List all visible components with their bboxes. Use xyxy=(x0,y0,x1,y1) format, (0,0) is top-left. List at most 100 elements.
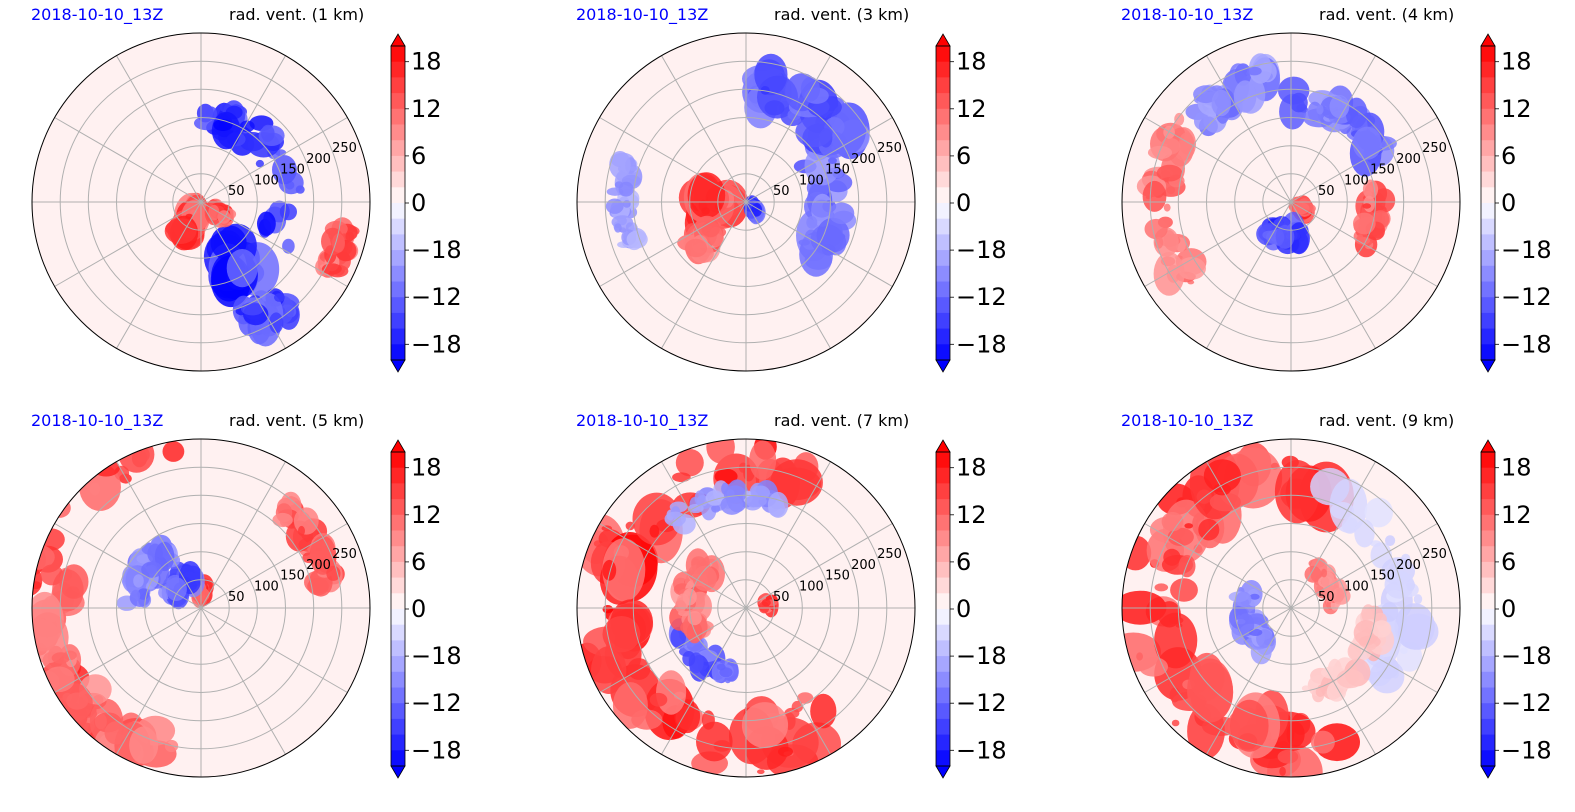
colorbar-segment xyxy=(1481,124,1495,141)
polar-grid xyxy=(1122,33,1460,371)
field xyxy=(32,33,370,371)
field-patch xyxy=(274,293,285,302)
field-patch xyxy=(672,472,691,482)
polar-frame xyxy=(31,438,371,778)
radial-tick-label: 200 xyxy=(306,152,331,167)
field-patch xyxy=(605,198,624,214)
colorbar-extend-min xyxy=(390,765,406,779)
colorbar-segment xyxy=(936,218,950,235)
field-patch xyxy=(1354,519,1375,548)
field-patch xyxy=(602,616,641,653)
field-patch xyxy=(745,495,767,508)
field-patch xyxy=(1147,145,1173,160)
radial-tick-label: 200 xyxy=(306,558,331,573)
colorbar-tick-label: 12 xyxy=(956,95,987,123)
field-patch xyxy=(618,181,634,197)
panel-date-label: 2018-10-10_13Z xyxy=(31,5,164,24)
field-patch xyxy=(687,503,704,514)
angular-grid-line xyxy=(661,55,747,203)
field-patch xyxy=(1326,681,1347,702)
colorbar-segment xyxy=(1481,750,1495,767)
panel-date-label: 2018-10-10_13Z xyxy=(576,5,709,24)
colorbar-tick-label: −12 xyxy=(1501,689,1552,717)
field-patch xyxy=(687,172,726,219)
angular-grid-line xyxy=(200,117,348,203)
field-patch xyxy=(1235,591,1252,607)
colorbar-segment xyxy=(936,750,950,767)
field-patch xyxy=(816,217,850,253)
colorbar-segment xyxy=(391,61,405,78)
colorbar-segment xyxy=(391,483,405,500)
angular-grid-line xyxy=(116,607,202,755)
colorbar-segment xyxy=(936,140,950,157)
field-patch xyxy=(185,213,193,219)
field-patch xyxy=(261,124,275,142)
polar-grid xyxy=(32,439,370,777)
panel-4: 2018-10-10_13Z rad. vent. (5 km) 50 100 15… xyxy=(0,412,545,812)
field-patch xyxy=(40,564,64,586)
radial-tick-label: 250 xyxy=(332,141,357,156)
radial-tick-label: 100 xyxy=(254,579,279,594)
colorbar-segment xyxy=(391,218,405,235)
field-patch xyxy=(1274,460,1320,524)
field-patch xyxy=(1237,608,1247,615)
colorbar-segment xyxy=(936,265,950,282)
polar-frame xyxy=(1121,32,1461,372)
radial-tick-label: 250 xyxy=(1422,547,1447,562)
colorbar-segment xyxy=(391,187,405,204)
radial-tick-label: 100 xyxy=(254,173,279,188)
colorbar-tick-label: 12 xyxy=(411,95,442,123)
panel-date-label: 2018-10-10_13Z xyxy=(576,411,709,430)
colorbar-segment xyxy=(1481,656,1495,673)
colorbar-tick-label: −18 xyxy=(956,642,1007,670)
colorbar-segment xyxy=(391,609,405,626)
colorbar-segment xyxy=(936,656,950,673)
field-patch xyxy=(1310,730,1335,754)
field-patch xyxy=(711,505,721,513)
colorbar-segment xyxy=(391,203,405,220)
colorbar-segment xyxy=(391,250,405,267)
field-patch xyxy=(133,574,144,588)
colorbar-segment xyxy=(391,344,405,361)
colorbar: 18 12 6 0 −18 −12 −18 xyxy=(390,33,462,373)
colorbar-segment xyxy=(1481,561,1495,578)
radial-tick-label: 100 xyxy=(1344,579,1369,594)
panel-5: 2018-10-10_13Z rad. vent. (7 km) 50 100 15… xyxy=(545,412,1090,812)
field-patch xyxy=(795,116,833,148)
colorbar-segment xyxy=(1481,265,1495,282)
field-patch xyxy=(1310,467,1350,506)
colorbar-segment xyxy=(1481,46,1495,63)
field-patch xyxy=(1373,188,1396,213)
colorbar-tick-label: −18 xyxy=(1501,736,1552,764)
field-patch xyxy=(269,312,284,334)
angular-grid-line xyxy=(200,523,348,609)
colorbar-segment xyxy=(936,546,950,563)
field-patch xyxy=(1144,218,1168,240)
colorbar: 18 12 6 0 −18 −12 −18 xyxy=(935,439,1007,779)
field-patch xyxy=(602,538,646,602)
colorbar-segment xyxy=(1481,344,1495,361)
colorbar-tick-label: 6 xyxy=(1501,548,1516,576)
field-patch xyxy=(32,565,43,597)
radial-tick-label: 150 xyxy=(825,163,850,178)
angular-grid-line xyxy=(200,55,286,203)
angular-grid-line xyxy=(200,201,348,287)
field-patch xyxy=(134,446,150,463)
field-patch xyxy=(1230,699,1269,752)
colorbar-segment xyxy=(936,718,950,735)
field-patch xyxy=(208,204,220,221)
colorbar-extend-min xyxy=(1480,765,1496,779)
field-patch xyxy=(810,693,837,729)
field-patch xyxy=(649,524,660,538)
angular-grid-line xyxy=(1144,523,1292,609)
colorbar-segment xyxy=(936,187,950,204)
colorbar-segment xyxy=(1481,155,1495,172)
colorbar-segment xyxy=(936,609,950,626)
field-patch xyxy=(675,600,687,613)
field-patch xyxy=(614,223,622,233)
panel-date-label: 2018-10-10_13Z xyxy=(31,411,164,430)
colorbar-segment xyxy=(936,234,950,251)
colorbar-tick-label: −12 xyxy=(956,689,1007,717)
